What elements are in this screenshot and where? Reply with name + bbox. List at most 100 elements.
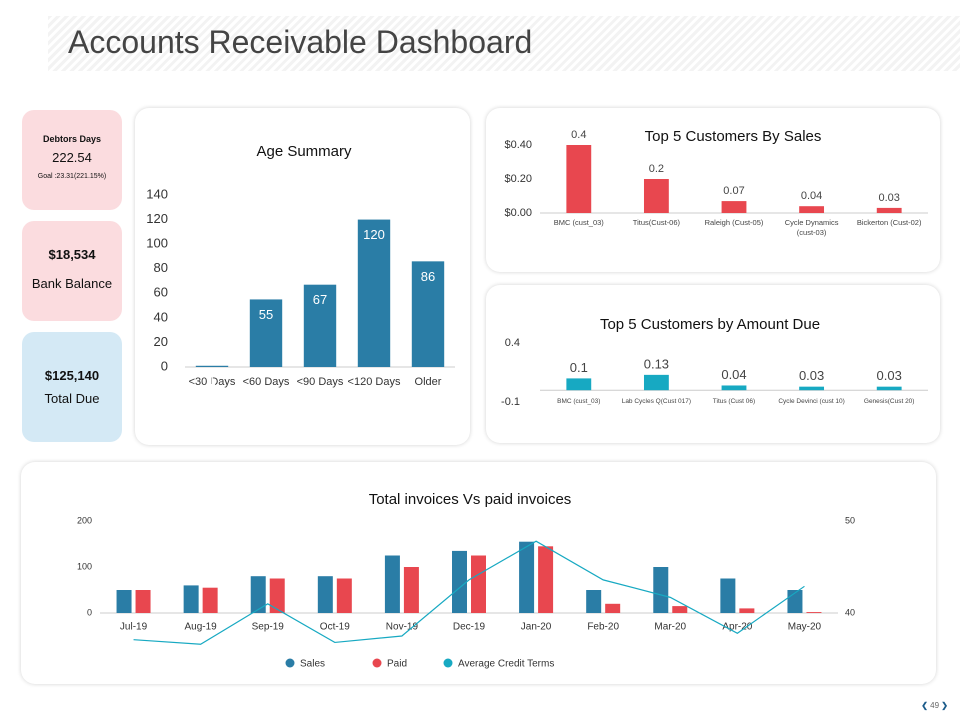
x-tick-label: Lab Cycles Q(Cust 017) — [621, 398, 692, 405]
page-number: 49 — [930, 701, 940, 710]
bar — [336, 578, 352, 613]
x-tick-label: Bickerton (Cust-02) — [856, 218, 922, 227]
bar — [538, 546, 554, 613]
data-label: 0.13 — [644, 356, 669, 371]
bar — [876, 386, 902, 391]
prev-icon[interactable]: ❮ — [921, 701, 928, 710]
x-tick-label: Nov-19 — [386, 622, 419, 633]
bar — [643, 374, 669, 391]
bar — [384, 555, 400, 613]
data-label: 0.03 — [877, 368, 902, 383]
y-tick-label: $0.40 — [504, 139, 532, 151]
legend-label: Paid — [387, 659, 407, 670]
bar — [566, 378, 592, 391]
y-tick-label: 100 — [77, 561, 92, 571]
bar — [519, 541, 535, 613]
x-tick-label-text: Cycle Dynamics (cust-03) — [784, 218, 839, 237]
bar — [411, 261, 445, 367]
x-tick-label-text: BMC (cust_03) — [553, 218, 604, 227]
x-tick-label: Raleigh (Cust-05) — [704, 218, 764, 227]
x-tick-label: <120 Days — [348, 376, 401, 388]
data-label: 1 — [208, 373, 215, 388]
page-nav: ❮ 49 ❯ — [921, 701, 948, 710]
x-tick-label: Jan-20 — [521, 622, 552, 633]
y-tick-label: $0.00 — [504, 207, 532, 219]
data-label: 0.04 — [721, 367, 746, 382]
kpi-note: Goal :23.31(221.15%) — [37, 173, 107, 180]
chart-title: Total invoices Vs paid invoices — [369, 491, 572, 508]
bar — [799, 206, 825, 213]
x-tick-label: Cycle Dynamics (cust-03) — [784, 218, 839, 237]
data-label: 0.07 — [723, 185, 744, 197]
bar — [202, 587, 218, 613]
bar — [195, 365, 229, 367]
x-tick-label: Feb-20 — [587, 622, 619, 633]
x-tick-label-text: Bickerton (Cust-02) — [856, 218, 922, 227]
panel — [486, 285, 940, 443]
x-tick-label: Oct-19 — [320, 622, 350, 633]
data-label: 0.03 — [799, 368, 824, 383]
kpi-card: $125,140 Total Due — [22, 332, 122, 442]
kpi-value: $18,534 — [48, 247, 96, 262]
x-tick-label: Titus(Cust-06) — [632, 218, 680, 227]
data-label: 0.2 — [649, 163, 664, 175]
bar — [303, 284, 337, 367]
bar — [250, 576, 266, 613]
y-tick-label: 200 — [77, 515, 92, 525]
y-tick-label: 100 — [146, 236, 168, 251]
x-tick-label: Jul-19 — [120, 622, 148, 633]
y-tick-label: 120 — [146, 211, 168, 226]
x-tick-label-text: Raleigh (Cust-05) — [704, 218, 764, 227]
x-tick-label-text: Cycle Devinci (cust 10) — [778, 398, 845, 405]
legend-swatch — [443, 658, 453, 668]
bar — [672, 606, 688, 613]
x-tick-label: Older — [415, 376, 442, 388]
bar — [452, 550, 467, 613]
next-icon[interactable]: ❯ — [941, 701, 948, 710]
bar — [806, 612, 822, 613]
chart-title: Age Summary — [256, 143, 352, 160]
data-label: 86 — [421, 269, 435, 284]
kpi-label: Debtors Days — [42, 134, 102, 144]
line — [133, 540, 805, 645]
bar — [643, 179, 669, 213]
y-tick-label: 80 — [154, 260, 168, 275]
x-tick-label-text: Lab Cycles Q(Cust 017) — [621, 398, 692, 405]
x-tick-label: <30 Days — [189, 376, 236, 388]
data-label: 55 — [259, 307, 273, 322]
legend-label: Average Credit Terms — [458, 659, 554, 670]
y-tick-label: -0.1 — [501, 396, 520, 408]
kpi-card: Debtors Days 222.54 Goal :23.31(221.15%) — [22, 110, 122, 210]
chart-title: Top 5 Customers By Sales — [645, 128, 822, 145]
y-tick-label: 60 — [154, 285, 168, 300]
kpi-value: 222.54 — [52, 150, 92, 165]
y-tick-label: $0.20 — [504, 173, 532, 185]
x-tick-label: May-20 — [788, 622, 822, 633]
bar — [357, 219, 391, 367]
x-tick-label: Aug-19 — [185, 622, 218, 633]
y-tick-label: 0 — [87, 607, 92, 617]
chart-title: Top 5 Customers by Amount Due — [600, 316, 820, 333]
bar — [566, 145, 592, 213]
y-tick-label: 40 — [154, 309, 168, 324]
x-tick-label: BMC (cust_03) — [557, 398, 601, 405]
x-tick-label: Apr-20 — [722, 622, 752, 633]
x-tick-label: Genesis(Cust 20) — [863, 398, 915, 405]
data-label: 0.1 — [570, 360, 588, 375]
kpi-value: $125,140 — [44, 368, 100, 383]
x-tick-label: BMC (cust_03) — [553, 218, 604, 227]
kpi-card: $18,534 Bank Balance — [22, 221, 122, 321]
bar — [721, 201, 747, 213]
bar — [799, 386, 825, 391]
x-tick-label-text: Genesis(Cust 20) — [863, 398, 915, 405]
legend-swatch — [285, 658, 295, 668]
x-tick-label-text: BMC (cust_03) — [557, 398, 601, 405]
data-label: 0.4 — [571, 129, 586, 141]
x-tick-label-text: Titus(Cust-06) — [632, 218, 680, 227]
bar — [605, 603, 621, 613]
legend-swatch — [372, 658, 382, 668]
data-label: 120 — [363, 227, 385, 242]
y2-tick-label: 50 — [845, 515, 855, 525]
